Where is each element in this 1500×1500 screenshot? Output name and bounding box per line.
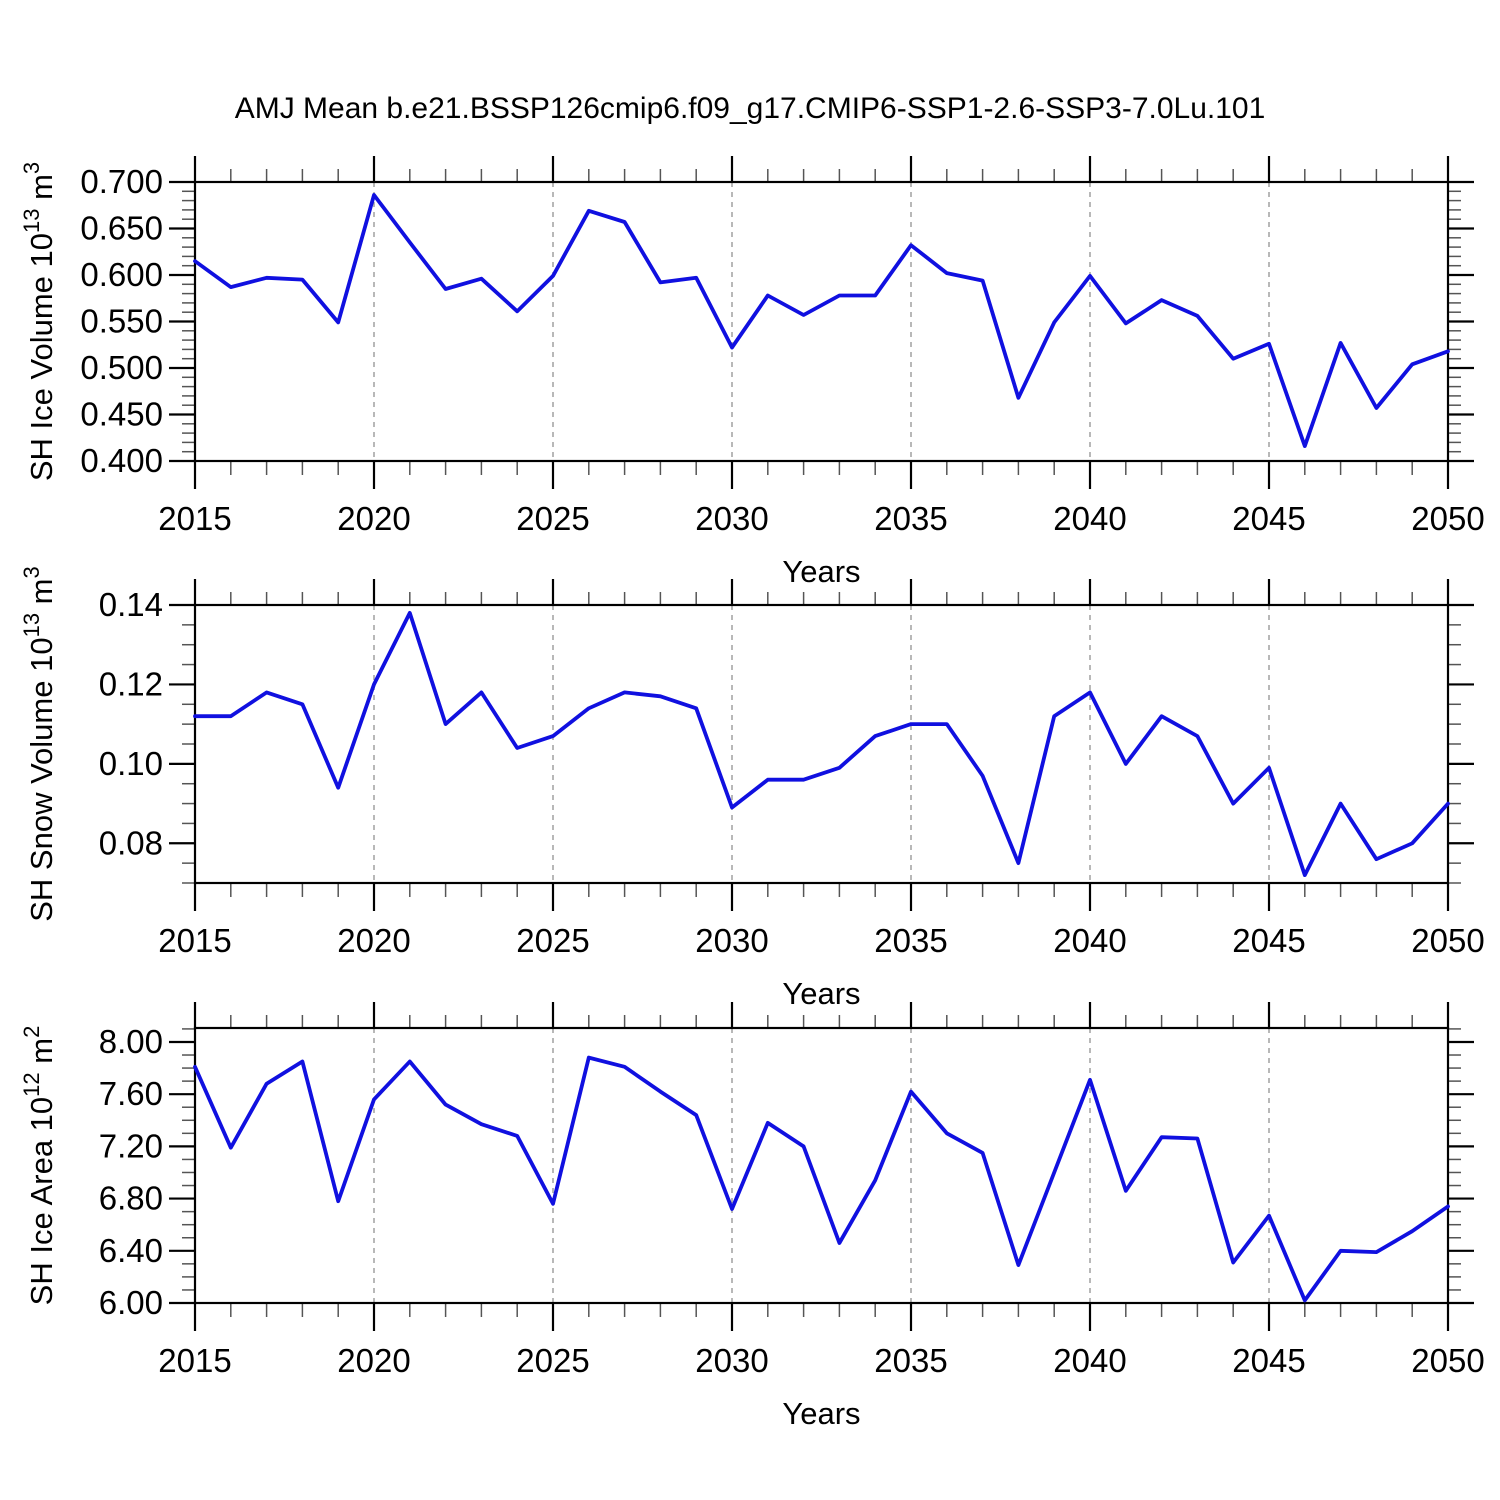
y-tick-label: 6.00 bbox=[99, 1284, 163, 1321]
x-tick-label: 2050 bbox=[1411, 500, 1484, 537]
y-axis-title: SH Ice Volume 1013 m3 bbox=[19, 162, 59, 481]
y-tick-label: 0.500 bbox=[80, 349, 163, 386]
y-tick-label: 0.12 bbox=[99, 665, 163, 702]
x-tick-label: 2040 bbox=[1053, 922, 1126, 959]
y-tick-label: 0.450 bbox=[80, 396, 163, 433]
x-tick-label: 2040 bbox=[1053, 500, 1126, 537]
x-tick-label: 2020 bbox=[337, 922, 410, 959]
y-tick-label: 8.00 bbox=[99, 1023, 163, 1060]
x-axis-title: Years bbox=[782, 1396, 860, 1431]
y-tick-label: 7.20 bbox=[99, 1127, 163, 1164]
y-axis-title: SH Ice Area 1012 m2 bbox=[19, 1026, 59, 1306]
panel-snow-volume: 2015 2020 2025 2030 2035 2040 2045 2050 0.08 0.10… bbox=[19, 566, 1485, 1011]
data-line-snow-volume bbox=[193, 611, 1450, 877]
y-tick-label: 7.60 bbox=[99, 1075, 163, 1112]
y-tick-label: 6.80 bbox=[99, 1180, 163, 1217]
data-line-ice-area bbox=[193, 1055, 1450, 1303]
plot-frame bbox=[193, 180, 1450, 463]
y-tick-label: 0.550 bbox=[80, 303, 163, 340]
x-tick-label: 2025 bbox=[516, 1342, 589, 1379]
plot-frame bbox=[193, 1026, 1450, 1305]
y-tick-label: 0.10 bbox=[99, 745, 163, 782]
panel-ice-area: 2015 2020 2025 2030 2035 2040 2045 2050 6.00 6.40… bbox=[19, 1002, 1485, 1431]
x-tick-label: 2050 bbox=[1411, 1342, 1484, 1379]
x-tick-label: 2025 bbox=[516, 500, 589, 537]
x-tick-label: 2020 bbox=[337, 1342, 410, 1379]
y-tick-label: 0.700 bbox=[80, 163, 163, 200]
y-tick-label: 6.40 bbox=[99, 1232, 163, 1269]
x-axis-title: Years bbox=[782, 554, 860, 589]
y-tick-label: 0.650 bbox=[80, 210, 163, 247]
x-tick-label: 2035 bbox=[874, 922, 947, 959]
panel-ice-volume: 2015 2020 2025 2030 2035 2040 2045 2050 0.400 0.4… bbox=[19, 156, 1485, 589]
x-tick-label: 2015 bbox=[158, 1342, 231, 1379]
x-tick-label: 2025 bbox=[516, 922, 589, 959]
x-tick-label: 2050 bbox=[1411, 922, 1484, 959]
x-tick-label: 2035 bbox=[874, 1342, 947, 1379]
x-tick-label: 2045 bbox=[1232, 922, 1305, 959]
chart-title: AMJ Mean b.e21.BSSP126cmip6.f09_g17.CMIP… bbox=[234, 92, 1266, 125]
x-tick-label: 2030 bbox=[695, 500, 768, 537]
x-tick-label: 2030 bbox=[695, 922, 768, 959]
y-tick-label: 0.08 bbox=[99, 824, 163, 861]
x-axis-title: Years bbox=[782, 976, 860, 1011]
x-tick-label: 2020 bbox=[337, 500, 410, 537]
x-tick-label: 2045 bbox=[1232, 500, 1305, 537]
plot-frame bbox=[193, 603, 1450, 885]
x-tick-label: 2040 bbox=[1053, 1342, 1126, 1379]
data-line-ice-volume bbox=[193, 193, 1450, 449]
y-tick-label: 0.600 bbox=[80, 256, 163, 293]
y-axis-title: SH Snow Volume 1013 m3 bbox=[19, 566, 59, 922]
x-tick-label: 2015 bbox=[158, 922, 231, 959]
y-tick-label: 0.14 bbox=[99, 586, 163, 623]
x-tick-label: 2015 bbox=[158, 500, 231, 537]
x-tick-label: 2045 bbox=[1232, 1342, 1305, 1379]
y-tick-label: 0.400 bbox=[80, 442, 163, 479]
x-tick-label: 2035 bbox=[874, 500, 947, 537]
x-tick-label: 2030 bbox=[695, 1342, 768, 1379]
